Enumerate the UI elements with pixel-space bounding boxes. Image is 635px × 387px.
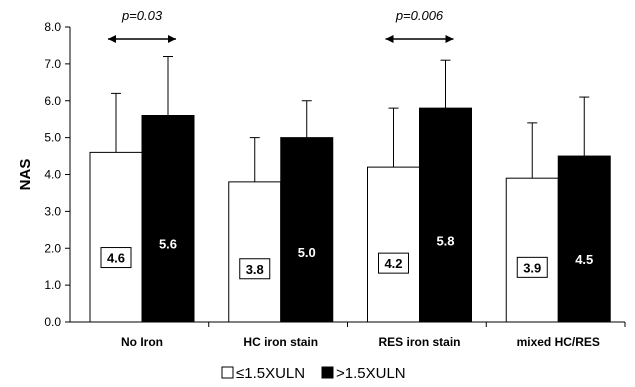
data-label-box	[516, 256, 548, 278]
y-tick-label: 0.0	[44, 315, 61, 329]
bar	[89, 151, 143, 323]
data-label: 3.9	[523, 260, 541, 275]
y-tick-label: 5.0	[44, 131, 61, 145]
bar	[419, 107, 472, 323]
data-label-box	[100, 247, 132, 269]
bar	[141, 115, 195, 323]
bar	[228, 181, 282, 323]
y-tick-label: 2.0	[44, 241, 61, 255]
y-axis-label: NAS	[17, 159, 34, 191]
y-tick-label: 4.0	[44, 168, 61, 182]
y-tick-label: 6.0	[44, 94, 61, 108]
data-label: 4.2	[384, 256, 402, 271]
data-label-box	[568, 248, 600, 270]
data-label-box	[430, 230, 461, 252]
bar	[367, 166, 420, 323]
bar	[505, 177, 559, 323]
y-tick-label: 7.0	[44, 57, 61, 71]
bar	[557, 155, 611, 323]
x-tick-label: RES iron stain	[378, 335, 460, 349]
data-label: 4.6	[107, 251, 125, 266]
legend-swatch	[321, 366, 334, 379]
x-tick-label: HC iron stain	[243, 335, 318, 349]
annotation-arrowhead-left	[108, 35, 116, 43]
annotation-arrowhead-left	[385, 35, 394, 43]
annotation-arrowhead-right	[168, 35, 176, 43]
data-label-box	[152, 233, 184, 255]
bar	[280, 137, 334, 323]
y-tick-label: 1.0	[44, 278, 61, 292]
data-label-box	[378, 252, 409, 274]
data-label: 5.8	[436, 234, 454, 249]
x-tick-label: No Iron	[121, 335, 163, 349]
y-tick-label: 3.0	[44, 204, 61, 218]
legend-label: >1.5XULN	[336, 365, 406, 382]
y-tick-label: 8.0	[44, 20, 61, 34]
data-label: 5.0	[298, 245, 316, 260]
data-label-box	[291, 241, 323, 263]
legend-swatch	[221, 366, 234, 379]
data-label: 3.8	[246, 262, 264, 277]
annotation-arrowhead-right	[445, 35, 454, 43]
x-tick-label: mixed HC/RES	[517, 335, 600, 349]
data-label: 4.5	[575, 252, 593, 267]
data-label: 5.6	[159, 237, 177, 252]
data-label-box	[239, 258, 271, 280]
p-value-annotation: p=0.03	[121, 8, 163, 23]
p-value-annotation: p=0.006	[395, 8, 444, 23]
legend-label: ≤1.5XULN	[236, 365, 305, 382]
